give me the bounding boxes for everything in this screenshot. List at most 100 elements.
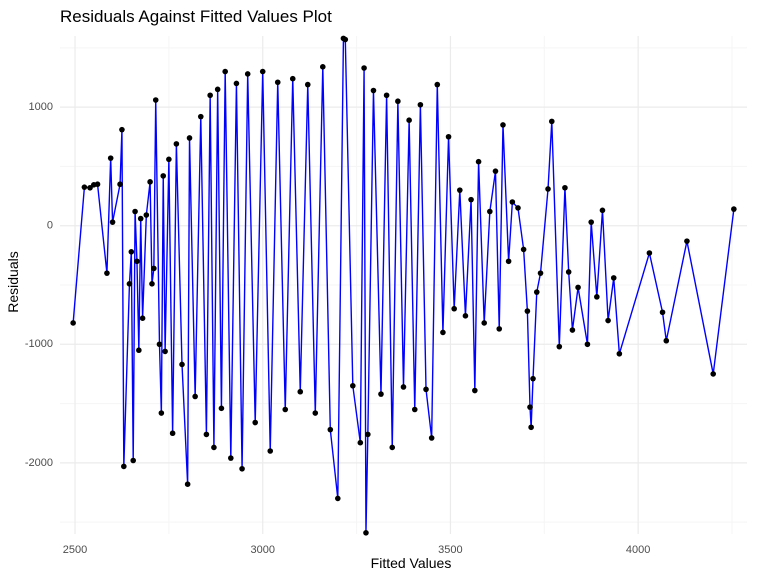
residual-point	[663, 337, 670, 344]
residual-point	[599, 207, 606, 214]
residual-point	[481, 320, 488, 326]
residual-point	[319, 64, 326, 70]
residual-point	[594, 294, 600, 300]
residual-point	[475, 158, 482, 165]
residual-point	[500, 122, 506, 128]
residual-point	[252, 419, 259, 426]
residual-point	[468, 196, 474, 203]
residual-point	[186, 135, 193, 141]
residual-point	[143, 212, 150, 218]
residual-point	[130, 457, 136, 464]
residual-point	[134, 258, 140, 265]
residual-point	[147, 179, 153, 185]
residual-point	[505, 258, 512, 265]
residual-point	[207, 92, 213, 99]
residual-point	[119, 126, 125, 133]
x-tick-label: 3500	[438, 544, 462, 556]
residual-point	[117, 181, 123, 188]
residual-point	[389, 444, 396, 451]
residual-point	[239, 465, 245, 472]
residual-point	[588, 219, 594, 225]
residual-point	[233, 80, 240, 87]
residual-point	[440, 329, 446, 336]
x-axis-title: Fitted Values	[371, 555, 452, 571]
x-tick-label: 2500	[63, 544, 87, 556]
residual-point	[203, 431, 210, 438]
residual-point	[304, 81, 311, 88]
residual-point	[457, 187, 463, 193]
residual-point	[335, 495, 341, 502]
residual-point	[530, 375, 536, 382]
tick-labels: 2500 3000 3500 4000 1000 0 -1000 -2000	[25, 101, 651, 556]
residual-point	[184, 481, 191, 488]
residual-point	[378, 391, 384, 397]
residual-point	[274, 79, 281, 86]
residual-point	[152, 97, 159, 103]
residual-point	[411, 406, 418, 413]
residual-point	[149, 281, 155, 287]
residual-point	[166, 156, 172, 163]
residual-point	[109, 219, 116, 225]
residual-point	[361, 65, 367, 71]
chart-title: Residuals Against Fitted Values Plot	[60, 7, 332, 26]
residual-point	[70, 320, 76, 326]
residual-point	[179, 361, 185, 368]
y-tick-label: 1000	[29, 101, 53, 113]
residual-point	[357, 439, 364, 446]
residual-point	[646, 250, 653, 256]
residual-point	[383, 92, 390, 99]
residual-point	[731, 206, 737, 212]
residual-point	[417, 101, 424, 108]
residual-point	[156, 341, 163, 348]
x-tick-label: 3000	[250, 544, 274, 556]
residual-point	[487, 208, 493, 215]
residual-point	[173, 141, 180, 147]
residual-point	[434, 81, 441, 88]
residual-point	[528, 424, 534, 431]
residual-point	[537, 270, 544, 276]
residual-point	[197, 113, 204, 120]
residual-point	[515, 205, 521, 211]
residual-point	[462, 313, 469, 319]
residual-point	[342, 36, 349, 43]
x-tick-label: 4000	[626, 544, 650, 556]
residual-point	[81, 184, 88, 190]
residual-point	[87, 184, 93, 191]
residual-point	[370, 87, 377, 94]
residual-point	[395, 98, 401, 105]
residual-point	[132, 208, 138, 215]
residual-point	[162, 348, 168, 355]
residual-point	[659, 309, 666, 316]
residual-point	[214, 86, 221, 93]
residual-point	[126, 281, 133, 287]
residual-point	[445, 133, 452, 140]
residual-point	[259, 68, 266, 75]
residual-point	[282, 406, 289, 413]
residual-point	[548, 118, 555, 125]
residual-point	[533, 289, 540, 295]
residual-point	[584, 341, 591, 348]
residual-point	[211, 444, 217, 451]
residual-point	[128, 249, 135, 255]
y-tick-label: 0	[47, 220, 53, 232]
residual-point	[192, 393, 198, 400]
residual-point	[365, 431, 371, 438]
residual-point	[139, 315, 146, 322]
residual-point	[527, 404, 533, 410]
residual-point	[158, 410, 165, 416]
residual-point	[363, 530, 369, 536]
y-tick-label: -2000	[25, 457, 53, 469]
residual-point	[565, 269, 572, 275]
residual-point	[556, 343, 563, 350]
residual-point	[684, 238, 690, 244]
residual-point	[267, 448, 274, 454]
residual-point	[569, 327, 576, 333]
plot-marks	[70, 35, 737, 536]
residual-point	[451, 305, 457, 312]
residual-point	[520, 246, 527, 253]
residual-point	[406, 117, 412, 123]
residual-point	[137, 215, 144, 222]
residual-point	[472, 387, 478, 394]
residual-point	[151, 265, 157, 272]
